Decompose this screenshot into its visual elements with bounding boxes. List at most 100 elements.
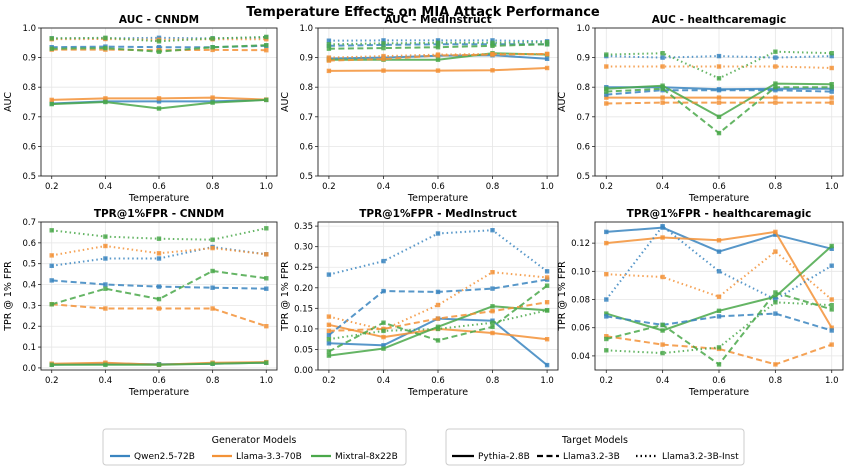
data-point [156,96,162,101]
data-point [490,43,495,48]
y-tick-label: 0.6 [576,142,590,152]
x-tick-label: 0.6 [712,376,726,386]
data-point [264,324,269,329]
data-point [326,332,332,338]
data-point [604,101,609,106]
data-point [604,229,609,235]
data-point [660,95,665,100]
data-point [773,232,778,237]
panel-auc-medinstruct: 0.2 0.4 0.6 0.8 1.0 0.5 0.6 0.7 0.8 0.9 1.0 AUC - M… [280,14,559,204]
data-point [773,290,778,295]
panel-tpr-1-fpr-healthcaremagic: 0.2 0.4 0.6 0.8 1.0 0.04 0.06 0.08 0.10 0.12 TPR@1… [557,208,844,398]
data-point [829,307,834,312]
data-point [660,322,665,328]
data-point [156,296,162,302]
data-point [544,300,550,305]
legend-generators-items: Qwen2.5-72B Llama-3.3-70B Mixtral-8x22B [110,452,398,462]
x-tick-label: 0.2 [600,376,614,386]
data-point [264,43,269,48]
data-point [381,68,386,73]
data-point [490,320,495,325]
data-point [544,65,550,71]
legend-item-llama-3-3-70b: Llama-3.3-70B [212,452,302,462]
x-axis-label: Temperature [688,193,749,204]
x-tick-label: 0.6 [152,182,166,192]
legend-targets-frame [445,428,745,466]
x-tick-label: 1.0 [825,182,839,192]
data-point [604,64,609,69]
data-point [103,243,108,249]
data-point [490,228,495,233]
data-point [156,45,162,50]
data-point [660,55,665,60]
x-tick-label: 0.6 [712,182,726,192]
data-point [716,269,722,274]
data-point [49,278,54,283]
y-tick-label: 0.9 [299,54,313,64]
data-point [829,85,834,90]
data-point [326,46,332,51]
data-point [326,272,332,277]
data-point [604,297,609,302]
data-point [604,52,609,57]
data-point [604,336,609,342]
data-point [49,46,54,51]
data-point [490,330,495,336]
y-tick-label: 0.04 [571,352,590,362]
data-point [435,302,441,308]
legend-targets-title: Target Models [561,435,628,446]
data-point [435,45,441,50]
data-point [604,314,609,319]
data-point [773,81,778,86]
data-point [435,38,441,43]
data-point [660,83,665,88]
data-point [660,100,665,105]
data-point [829,342,834,347]
x-tick-label: 0.2 [322,182,336,192]
data-point [716,362,722,367]
x-tick-label: 0.8 [206,182,220,192]
data-point [829,53,834,59]
y-axis-label: AUC [557,92,568,112]
data-point [544,56,550,61]
data-point [773,100,778,105]
data-point [49,36,54,41]
panel-auc-healthcaremagic: 0.2 0.4 0.6 0.8 1.0 0.5 0.6 0.7 0.8 0.9 1.0 AUC - h… [557,14,844,204]
data-point [264,37,269,42]
legend-label-pythia-2-8b: Pythia-2.8B [478,452,530,462]
data-point [264,286,269,291]
data-point [829,51,834,56]
data-point [264,252,269,257]
x-tick-label: 0.8 [769,182,783,192]
data-point [210,100,215,105]
legend-targets-items: Pythia-2.8B Llama3.2-3B Llama3.2-3B-Inst [452,452,739,462]
panel-title: TPR@1%FPR - healthcaremagic [627,208,812,220]
data-point [103,234,108,239]
x-tick-label: 1.0 [540,376,554,386]
data-point [381,288,386,294]
data-point [210,237,215,242]
y-tick-label: 0.5 [576,172,590,182]
panel-title: TPR@1%FPR - CNNDM [94,208,224,220]
data-point [660,350,665,356]
y-axis-label: AUC [280,92,291,112]
x-tick-label: 0.2 [322,376,336,386]
data-point [49,253,54,258]
data-point [381,343,386,348]
data-point [435,338,441,343]
data-point [660,51,665,56]
y-tick-label: 0.12 [571,239,590,249]
data-point [660,224,665,229]
data-point [604,92,609,97]
data-point [490,324,495,329]
data-point [716,64,722,69]
data-point [381,45,386,51]
legend-label-qwen2-5-72b: Qwen2.5-72B [134,452,195,462]
data-point [264,226,269,231]
data-point [490,51,495,57]
data-point [210,245,215,251]
data-point [544,362,550,368]
x-tick-label: 1.0 [825,376,839,386]
y-tick-label: 0.7 [299,113,313,123]
